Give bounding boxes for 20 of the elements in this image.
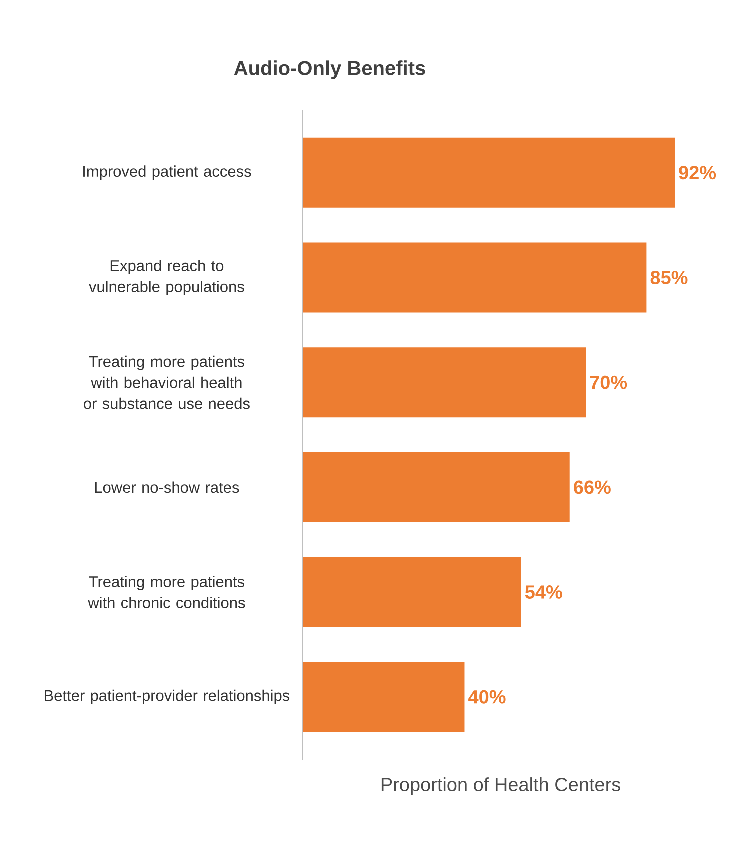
y-tick-label: Better patient-provider relationships bbox=[45, 690, 290, 704]
bar bbox=[302, 557, 522, 628]
y-tick-label: Expand reach to vulnerable populations bbox=[89, 260, 244, 296]
bar bbox=[302, 242, 647, 313]
data-label: 70% bbox=[590, 376, 628, 390]
x-axis-title: Proportion of Health Centers bbox=[382, 778, 620, 796]
y-tick-label: Improved patient access bbox=[84, 166, 252, 180]
data-label: 40% bbox=[468, 690, 506, 704]
y-tick-label: Treating more patients with chronic conditions bbox=[88, 576, 246, 608]
data-label: 54% bbox=[525, 586, 562, 599]
bar bbox=[302, 662, 465, 732]
bar bbox=[302, 452, 570, 522]
chart-title: Audio-Only Benefits bbox=[234, 60, 426, 80]
bar bbox=[302, 348, 586, 418]
y-tick-label: Treating more patients with behavioral health or substance use needs bbox=[84, 356, 250, 410]
y-tick-label: Lower no-show rates bbox=[95, 482, 240, 494]
data-label: 66% bbox=[574, 480, 611, 494]
bar bbox=[302, 138, 675, 208]
data-label: 92% bbox=[679, 166, 716, 180]
data-label: 85% bbox=[650, 271, 688, 284]
